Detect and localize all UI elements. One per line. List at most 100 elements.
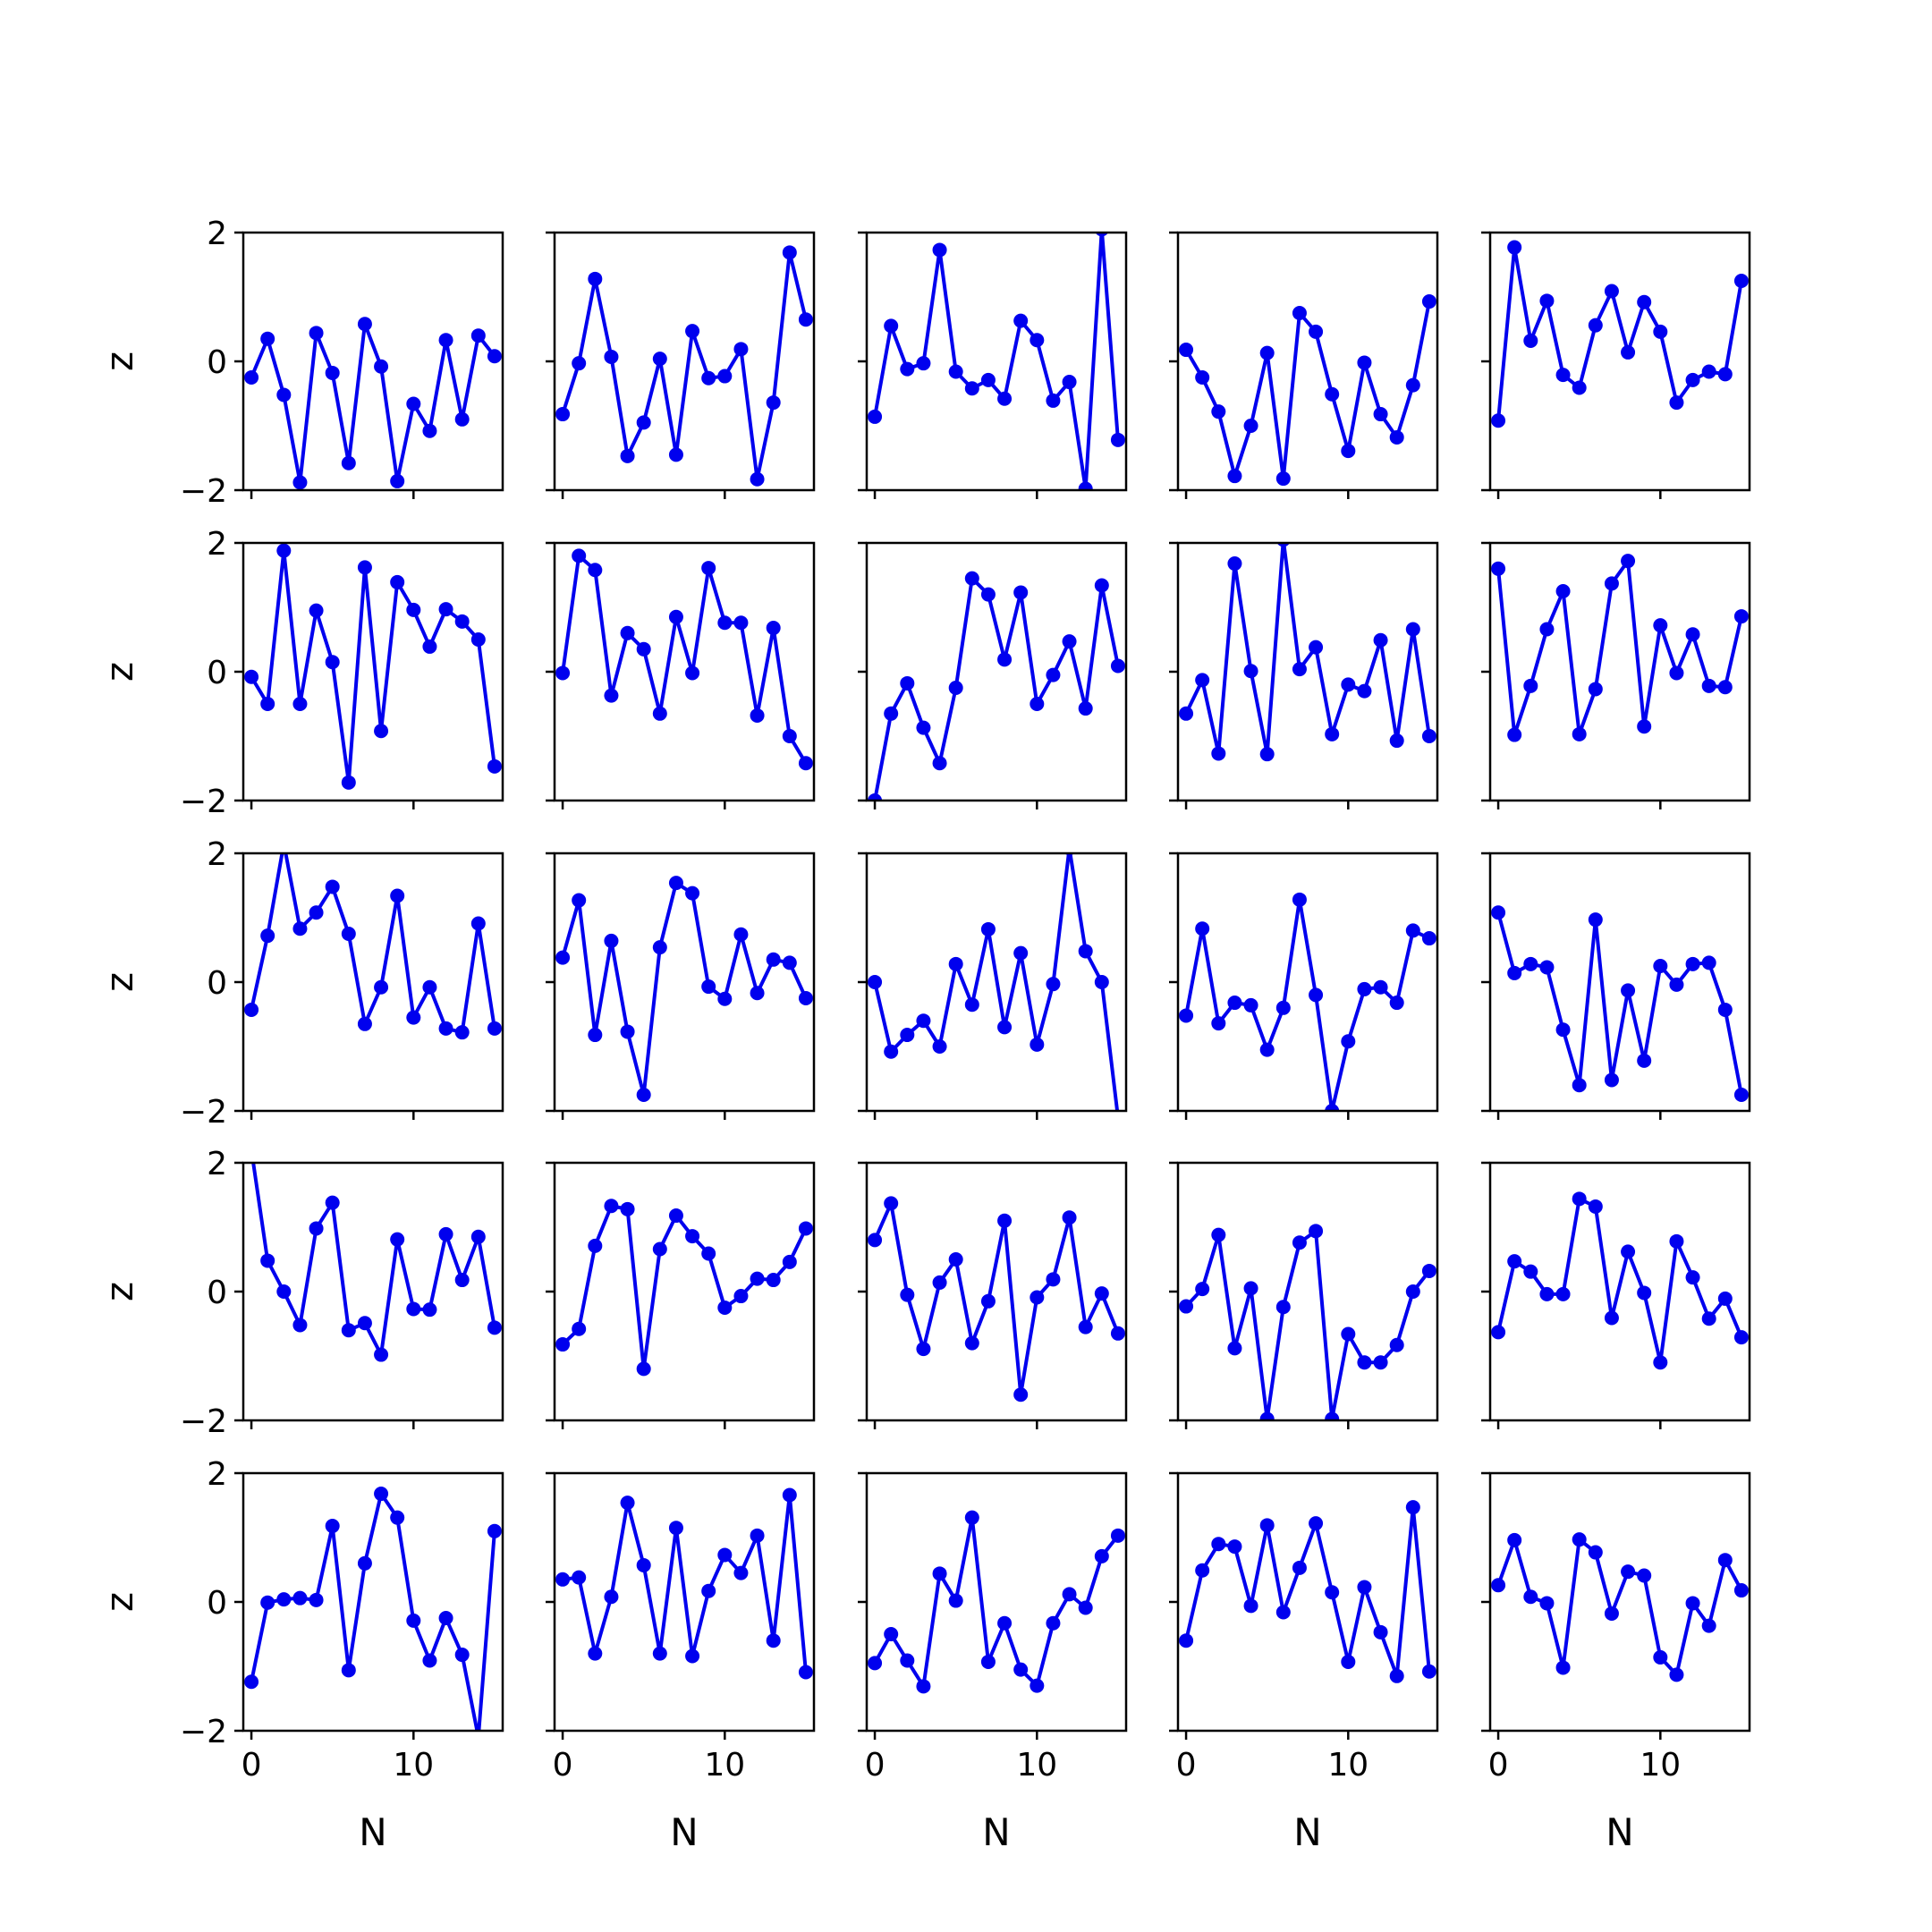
data-point [1555, 584, 1571, 598]
data-point [309, 905, 324, 920]
data-point [1110, 432, 1125, 447]
data-point [1717, 680, 1733, 695]
data-point [341, 455, 356, 470]
series-line [561, 881, 808, 1097]
data-point [406, 1010, 421, 1025]
data-point [1373, 979, 1388, 995]
data-point [276, 543, 292, 558]
subplot-r4-c4 [1169, 1161, 1439, 1429]
data-point [733, 1565, 749, 1580]
data-point [1357, 981, 1372, 996]
data-point [1179, 1008, 1194, 1023]
y-tick-label: 0 [207, 344, 227, 381]
data-point [1389, 996, 1404, 1011]
y-tick-label: 0 [207, 965, 227, 1002]
data-point [1701, 1311, 1716, 1326]
data-point [244, 1143, 258, 1157]
data-point [701, 979, 716, 995]
data-point [1243, 1598, 1258, 1614]
data-point [1653, 618, 1668, 633]
subplot-r3-c5 [1481, 852, 1751, 1120]
data-point [1227, 469, 1242, 484]
data-point [868, 1233, 883, 1248]
data-point [1179, 343, 1194, 358]
axes-frame [1176, 1161, 1439, 1422]
data-point [997, 1213, 1013, 1228]
data-point [900, 675, 915, 691]
data-point [636, 641, 651, 657]
axes-frame [1176, 852, 1439, 1113]
data-point [1078, 701, 1093, 716]
plot-area [1179, 1500, 1436, 1683]
data-point [309, 1592, 324, 1607]
axes-frame [242, 231, 504, 492]
y-tick-label: −2 [180, 784, 227, 820]
data-point [1572, 1191, 1587, 1207]
data-point [1405, 1284, 1420, 1299]
plot-area [868, 1510, 1125, 1694]
data-point [604, 1589, 619, 1605]
data-point [1276, 543, 1290, 547]
data-point [1094, 578, 1109, 593]
data-point [422, 979, 437, 995]
data-point [636, 1088, 651, 1102]
x-axis-label: N [359, 1810, 386, 1854]
data-point [750, 471, 765, 487]
series-line [562, 1493, 808, 1673]
data-point [948, 364, 963, 379]
data-point [964, 1510, 979, 1525]
data-point [1179, 1299, 1194, 1314]
data-point [1523, 333, 1538, 348]
data-point [1211, 404, 1226, 419]
data-point [1733, 609, 1749, 624]
series-line [873, 576, 1120, 801]
series-line [561, 1204, 808, 1371]
data-point [997, 1020, 1013, 1035]
x-axis-label: N [670, 1810, 698, 1854]
data-point [1717, 1002, 1733, 1017]
data-point [1094, 1548, 1109, 1563]
data-point [701, 1246, 716, 1261]
x-axis-label: N [982, 1810, 1010, 1854]
data-point [588, 1646, 603, 1661]
data-point [1259, 345, 1275, 360]
data-point [244, 669, 259, 684]
data-point [1523, 678, 1538, 693]
data-point [1078, 1600, 1093, 1615]
data-point [750, 708, 765, 723]
data-point [1110, 658, 1125, 674]
data-point [1572, 726, 1587, 741]
data-point [1507, 1254, 1522, 1269]
x-tick-label: 10 [1640, 1747, 1681, 1784]
y-tick-label: 2 [207, 1456, 227, 1493]
data-point [1227, 996, 1242, 1011]
data-point [1341, 1034, 1356, 1049]
data-point [276, 1284, 292, 1299]
data-point [390, 888, 405, 903]
data-point [1588, 318, 1603, 333]
data-point [733, 927, 749, 942]
data-point [1309, 1224, 1324, 1239]
data-point [932, 1275, 947, 1290]
data-point [470, 916, 486, 931]
data-point [1523, 956, 1538, 971]
data-point [1211, 1016, 1226, 1031]
subplot-r4-c5 [1481, 1161, 1751, 1429]
data-point [1046, 1272, 1061, 1287]
data-point [1555, 368, 1571, 383]
data-point [406, 1301, 421, 1317]
data-point [916, 1679, 931, 1694]
data-point [1243, 997, 1258, 1013]
y-tick-label: −2 [180, 1094, 227, 1131]
data-point [1030, 697, 1045, 711]
plot-area [244, 317, 502, 490]
data-point [1389, 429, 1404, 445]
data-point [636, 1557, 651, 1572]
data-point [1211, 1537, 1226, 1552]
data-point [798, 991, 813, 1005]
data-point [1195, 1563, 1210, 1578]
data-point [374, 724, 389, 739]
data-point [900, 1028, 915, 1043]
data-point [1013, 313, 1029, 328]
data-point [555, 1572, 571, 1587]
